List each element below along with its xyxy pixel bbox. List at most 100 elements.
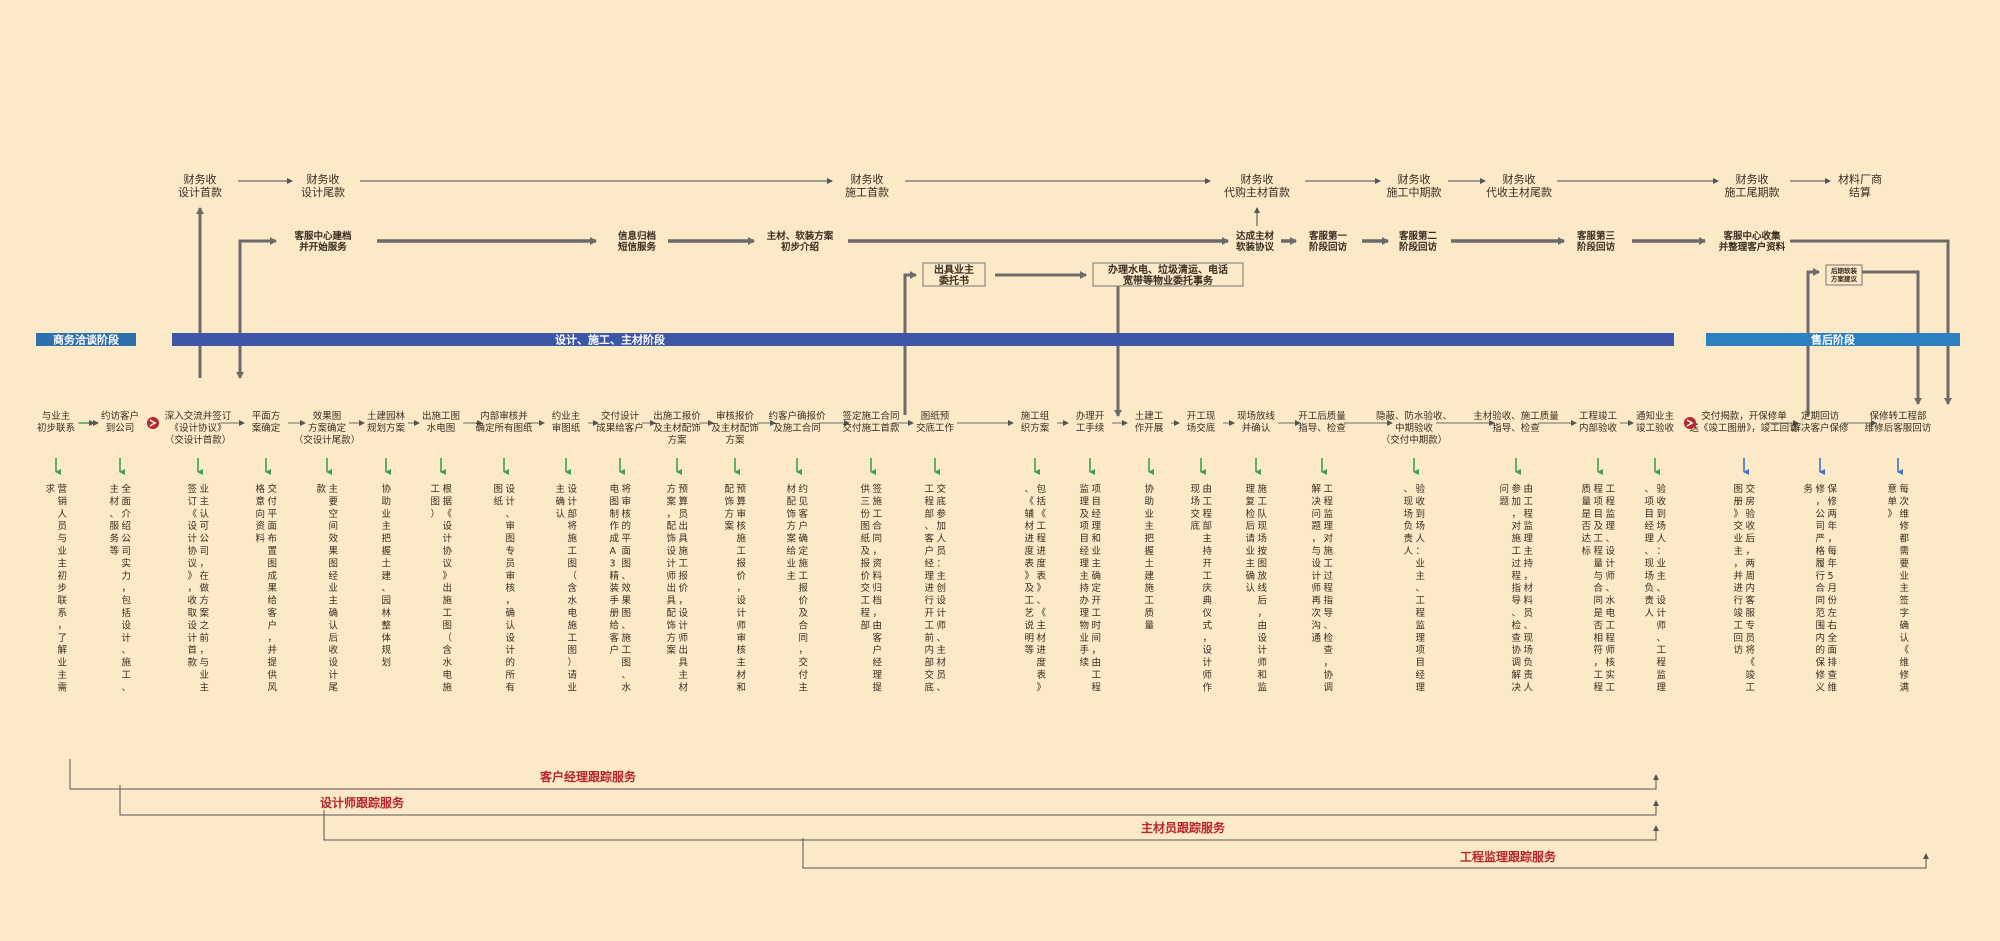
step-description: 预算审核施工报价，设计师审核主材和配饰方案 [725,484,747,693]
connector-line [903,271,917,415]
phase-label: 商务洽谈阶段 [53,333,119,347]
start-marker [147,417,159,429]
service-row: 客服中心建档并开始服务 信息归档短信服务 主材、软装方案初步介绍 达成主材软装协议 客服… [293,230,1785,253]
step-description: 保修两年，每年 5 月份左右全面排查维修，公司严格履行合同范围内的保修义务 [1804,483,1838,693]
track-label: 主材员跟踪服务 [1141,820,1226,835]
step-description: 每次维修都需要业主签字确认《维修满意单》 [1888,483,1910,693]
track-label: 工程监理跟踪服务 [1460,849,1557,864]
step-description: 工程监理、设计师、水电工程师核实工程项目及工程量与合同是否相符，工程质量是否达标 [1582,483,1616,693]
finance-node: 财务收代购主材首款 [1224,172,1290,199]
phase-label: 设计、施工、主材阶段 [555,333,665,347]
finance-node: 财务收设计尾款 [301,172,345,199]
process-step: 平面方案确定 [252,410,281,434]
step-description: 交房验收后，两周内客服专员将《竣工图册》交业主，并进行竣工回访 [1734,483,1756,693]
step-description: 将审核的平面图、效果图、施工图、水电图制作成 A 3 精装手册给客户 [610,483,632,693]
phase-bar [36,333,136,346]
process-step: 保修转工程部维修后客服回访 [1865,410,1932,434]
process-step: 深入交流并签订《设计协议》（交设计首款） [165,410,232,446]
step-descriptions: 营销人员与业主初步联系，了解业主需求 全面介绍公司实力，包括设计、施工、主材、服务… [46,458,1910,693]
step-description: 包括《工程进度表》、《主材进度表》、《辅材进度表》及工艺说明等 [1025,483,1047,693]
service-node: 客服第二阶段回访 [1398,230,1438,253]
start-marker-glyph [149,419,157,427]
finance-node: 财务收代收主材尾款 [1486,172,1552,199]
phase-label: 售后阶段 [1810,333,1855,347]
process-step: 通知业主竣工验收 [1636,410,1675,434]
track-line [119,785,1659,816]
process-step: 施工组织方案 [1021,410,1050,434]
connector-line [238,237,277,378]
step-description: 设计部将施工图（含水电施工图）请业主确认 [556,483,578,693]
utilities-box [1092,262,1244,287]
step-description: 主要空间效果图经业主确认后收设计尾款 [317,483,339,693]
aftersale-marker-glyph [1686,419,1694,427]
authorization-box [922,262,986,287]
process-step: 出施工报价及主材配饰方案 [653,410,701,446]
step-description: 由工程监理主持，材料员、现场负责人参加，对施工过程指导、检查协调解决问题 [1500,483,1534,693]
step-description: 协助业主把握土建施工质量 [1145,483,1155,631]
track-line [69,759,1659,790]
process-step: 隐蔽、防水验收、中期验收（交付中期款） [1376,410,1452,446]
track-label: 设计师跟踪服务 [320,795,405,810]
step-description: 交底参加人员：主创设计师、主材员、工程部、客户经理进行开工前内部交底 [925,483,947,693]
process-step: 约业主审图纸 [552,410,581,434]
step-description: 施工队现场按图放线后，由设计师和监理复检后请业主确认 [1246,483,1268,693]
track-label: 客户经理跟踪服务 [539,769,637,784]
process-steps: 与业主初步联系 约访客户到公司 深入交流并签订《设计协议》（交设计首款） 平面方案确定… [37,410,1932,446]
connector-layer [78,178,1952,426]
connector-line [1806,268,1820,416]
service-node: 客服第一阶段回访 [1308,230,1348,253]
aftersale-label: 后期软装方案建议 [1831,266,1858,283]
track-line [802,838,1929,869]
phase-bars: 商务洽谈阶段 设计、施工、主材阶段 售后阶段 [36,333,1960,347]
step-description: 交付平面布置图成果给客户，并提供风格意向资料 [256,483,278,693]
finance-node: 财务收设计首款 [178,172,222,199]
process-step: 出施工图水电图 [422,410,460,434]
process-step: 签定施工合同交付施工首款 [842,410,900,434]
service-node: 客服第三阶段回访 [1576,230,1616,253]
finance-node: 材料厂商结算 [1838,172,1882,199]
step-description: 协助业主把握土建、园林整体规划 [382,483,392,669]
finance-node: 财务收施工尾期款 [1725,172,1780,199]
process-step: 土建工作开展 [1135,410,1164,434]
step-description: 验收到场人：业主、工程监理项目经理、现场负责人 [1404,483,1426,693]
process-step: 审核报价及主材配饰方案 [711,410,759,446]
service-node: 信息归档短信服务 [618,230,657,253]
step-description: 工程监理对施工过程指导、检查，协调解决问题，与设计师再次沟通 [1312,483,1334,693]
boxed-notes: 出具业主委托书 办理水电、垃圾清运、电话宽带等物业委托事务 后期软装方案建议 [922,262,1863,287]
process-step: 办理开工手续 [1076,410,1105,434]
connector-line [1790,239,1952,405]
process-step: 效果图方案确定（交设计尾款） [294,410,361,446]
step-description: 根据《设计协议》出施工图（含水电施工图） [431,483,453,693]
process-step: 主材验收、施工质量指导、检查 [1473,410,1559,434]
process-step: 图纸预交底工作 [916,410,955,434]
process-step: 开工后质量指导、检查 [1298,410,1346,434]
phase-bar [1706,333,1960,346]
step-description: 业主认可公司，在做方案之前，与业主签订《设计协议》，收取设计首款 [188,483,210,693]
track-line [323,810,1659,841]
connector-line [1862,270,1922,405]
utilities-label: 办理水电、垃圾清运、电话宽带等物业委托事务 [1108,263,1228,287]
step-description: 预算员出具施工报价，设计师出具主材方案，配饰设计师出具配饰方案 [667,483,689,693]
process-step: 开工现场交底 [1187,411,1216,434]
process-step: 与业主初步联系 [37,410,75,434]
step-description: 约见客户确定施工报价及合同，交付主材配饰方案给业主 [787,483,809,693]
service-node: 达成主材软装协议 [1236,230,1275,253]
step-description: 设计、审图专员审核，确认设计的所有图纸 [494,484,516,693]
step-description: 验收到场人：业主、设计师、工程监理、项目经理、现场负责人 [1645,483,1667,693]
service-node: 主材、软装方案初步介绍 [767,230,834,253]
step-description: 由工程部主持开工庆典仪式，设计师作现场交底 [1191,483,1213,693]
process-step: 约访客户到公司 [101,410,139,434]
process-step: 交付设计成果给客户 [596,410,644,434]
process-step: 现场放线并确认 [1237,410,1276,434]
service-node: 客服中心收集并整理客户资料 [1719,230,1786,253]
process-step: 内部审核并确定所有图纸 [475,410,533,434]
authorization-label: 出具业主委托书 [934,263,974,287]
step-description: 签施工合同，资料归档，由客户经理提供三份图纸及报价交工程部 [861,483,883,693]
step-description: 全面介绍公司实力，包括设计、施工、主材、服务等 [110,483,132,693]
process-step: 工程竣工内部验收 [1579,410,1618,434]
aftersale-marker [1684,417,1696,429]
service-node: 客服中心建档并开始服务 [293,230,352,253]
step-description: 项目经理和业主确定开工时间，由工程监理及项目经理主持办理物业手续 [1080,483,1102,693]
